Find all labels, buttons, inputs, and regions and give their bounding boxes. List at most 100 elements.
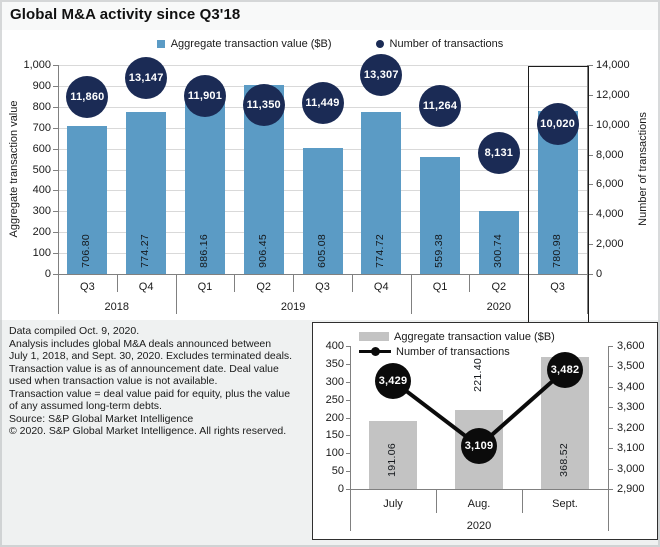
bar-value-label: 906.45 <box>256 234 269 268</box>
line-marker-dot-icon <box>371 347 380 356</box>
inset-left-axis-tick <box>346 435 350 437</box>
left-axis-tick-label: 800 <box>32 100 51 113</box>
right-axis-title: Number of transactions <box>637 112 649 226</box>
inset-left-axis-line <box>350 346 351 489</box>
inset-x-axis-divider <box>350 489 351 531</box>
x-axis-divider <box>351 274 353 292</box>
inset-left-axis-tick-label: 300 <box>325 375 344 388</box>
bar-value-label: 706.80 <box>80 234 93 268</box>
inset-right-axis-tick <box>609 346 613 347</box>
right-axis-tick <box>588 244 593 246</box>
inset-x-axis-divider <box>522 489 523 513</box>
legend-item-aggregate-value: Aggregate transaction value ($B) <box>156 38 332 50</box>
x-axis-line <box>58 274 588 275</box>
transactions-bubble: 8,131 <box>477 131 520 174</box>
left-axis-tick <box>53 190 58 192</box>
inset-left-axis-tick-label: 250 <box>325 393 344 406</box>
x-axis-year-label: 2019 <box>280 301 306 313</box>
inset-left-axis-tick <box>346 471 350 473</box>
inset-month-label: Aug. <box>467 498 491 510</box>
bar <box>478 211 519 274</box>
x-axis-quarter-label: Q2 <box>256 281 272 293</box>
inset-left-axis-tick-label: 200 <box>325 411 344 424</box>
footnote-line: Source: S&P Global Market Intelligence <box>9 412 194 425</box>
transactions-bubble: 11,901 <box>183 75 226 118</box>
inset-legend-item-aggregate-value: Aggregate transaction value ($B) <box>359 329 555 344</box>
bar-value-label: 774.27 <box>139 234 152 268</box>
bar-value-label: 886.16 <box>197 234 210 268</box>
x-axis-divider <box>410 274 412 314</box>
inset-left-axis-tick <box>346 417 350 419</box>
x-axis-quarter-label: Q2 <box>491 281 507 293</box>
inset-left-axis-tick <box>346 346 350 347</box>
inset-monthly-chart: Aggregate transaction value ($B) Number … <box>312 322 658 540</box>
left-axis-tick <box>53 106 58 108</box>
inset-x-axis-line <box>350 489 609 490</box>
inset-left-axis-tick <box>346 399 350 401</box>
left-axis-tick-label: 100 <box>32 247 51 260</box>
x-axis-divider <box>469 274 471 292</box>
bar-value-label: 605.08 <box>315 234 328 268</box>
left-axis-tick-label: 500 <box>32 163 51 176</box>
right-axis-tick-label: 8,000 <box>596 148 624 161</box>
legend-label-aggregate-value: Aggregate transaction value ($B) <box>170 38 332 50</box>
right-axis-tick <box>588 184 593 186</box>
right-axis-tick-label: 12,000 <box>596 88 630 101</box>
inset-left-axis-tick-label: 150 <box>325 429 344 442</box>
x-axis-year-label: 2020 <box>486 301 512 313</box>
inset-x-axis-divider <box>436 489 437 513</box>
right-axis-tick-label: 2,000 <box>596 238 624 251</box>
inset-bar-value-label: 221.40 <box>472 358 484 392</box>
inset-left-axis-tick <box>346 489 350 490</box>
left-axis-tick <box>53 232 58 234</box>
inset-line-series-swatch-icon <box>359 347 391 356</box>
left-axis-tick-label: 1,000 <box>23 59 51 71</box>
x-axis-quarter-label: Q3 <box>80 281 95 293</box>
inset-legend-label-aggregate-value: Aggregate transaction value ($B) <box>394 330 555 343</box>
footnote-line: Transaction value is as of announcement … <box>9 362 279 375</box>
x-axis-quarter-label: Q1 <box>197 281 213 293</box>
point-series-swatch-icon <box>375 40 384 48</box>
bar <box>126 112 167 274</box>
footnote-line: Data compiled Oct. 9, 2020. <box>9 325 140 337</box>
left-axis-tick-label: 900 <box>32 79 51 92</box>
bar <box>67 126 108 274</box>
right-axis-tick-label: 4,000 <box>596 208 624 221</box>
inset-left-axis-tick-label: 50 <box>331 465 344 478</box>
gridline <box>58 127 587 129</box>
transactions-bubble: 13,307 <box>360 54 403 97</box>
footnote-line: July 1, 2018, and Sept. 30, 2020. Exclud… <box>9 350 293 362</box>
transactions-bubble: 11,860 <box>66 75 109 118</box>
right-axis-tick <box>588 65 593 66</box>
right-axis-tick <box>588 154 593 156</box>
transactions-bubble: 11,350 <box>242 83 285 126</box>
inset-left-axis-tick-label: 350 <box>325 357 344 370</box>
inset-left-axis-tick <box>346 363 350 365</box>
left-axis-line <box>58 65 59 274</box>
left-axis-tick <box>53 253 58 255</box>
inset-right-axis-tick <box>609 468 613 470</box>
left-axis-tick <box>53 127 58 129</box>
left-axis-tick <box>53 148 58 150</box>
inset-right-axis-tick-label: 3,000 <box>617 462 645 475</box>
x-axis-divider <box>58 274 59 314</box>
footnote-line: of any assumed long-term debts. <box>9 400 162 412</box>
inset-bar-series-swatch-icon <box>359 332 389 341</box>
main-chart: Aggregate transaction value ($B) Number … <box>0 30 660 320</box>
inset-right-axis-tick-label: 3,100 <box>617 442 645 455</box>
inset-right-axis-tick <box>609 386 613 388</box>
x-axis-divider <box>116 274 118 292</box>
inset-legend: Aggregate transaction value ($B) Number … <box>359 329 555 359</box>
bar-value-label: 559.38 <box>433 234 446 268</box>
x-axis-quarter-label: Q3 <box>315 281 330 293</box>
transactions-bubble: 11,264 <box>419 84 462 127</box>
gridline <box>58 65 587 66</box>
right-axis-tick <box>588 214 593 216</box>
main-legend: Aggregate transaction value ($B) Number … <box>0 38 660 50</box>
inset-left-axis-tick <box>346 453 350 455</box>
right-axis-line <box>587 65 588 274</box>
right-axis-tick <box>588 124 593 126</box>
inset-right-axis-tick-label: 3,200 <box>617 421 645 434</box>
inset-right-axis-tick-label: 3,600 <box>617 340 645 352</box>
